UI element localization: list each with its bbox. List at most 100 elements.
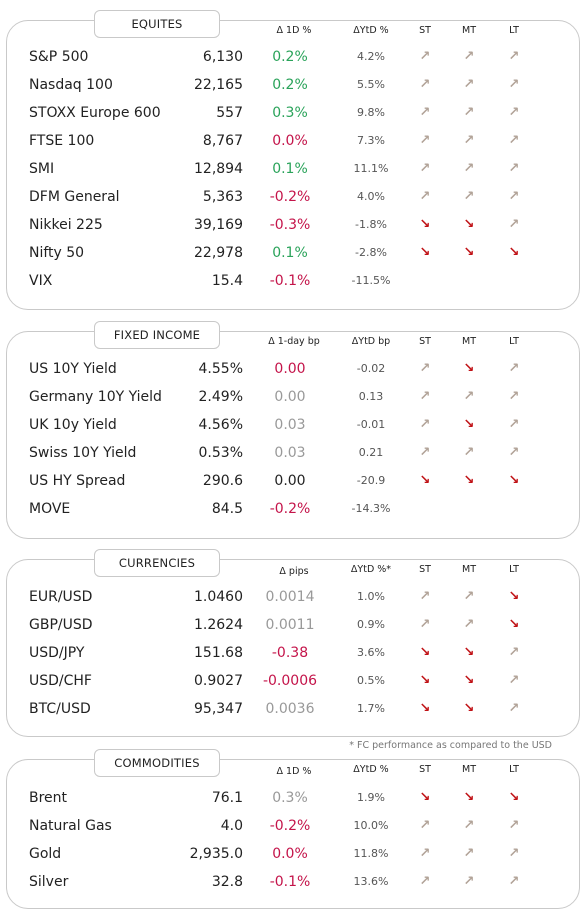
instrument-name: STOXX Europe 600 bbox=[29, 105, 161, 121]
table-row: Nasdaq 100 22,165 0.2% 5.5% ↗ ↗ ↗ bbox=[7, 71, 581, 99]
instrument-name: EUR/USD bbox=[29, 589, 93, 605]
ytd-change: -2.8% bbox=[355, 246, 387, 259]
arrow-up-right-icon: ↗ bbox=[419, 49, 431, 64]
table-row: Silver 32.8 -0.1% 13.6% ↗ ↗ ↗ bbox=[7, 868, 581, 896]
instrument-value: 15.4 bbox=[211, 273, 243, 289]
daily-change: -0.2% bbox=[269, 501, 311, 517]
ytd-change: 5.5% bbox=[357, 78, 385, 91]
arrow-down-right-icon: ↘ bbox=[463, 361, 475, 376]
arrow-up-right-icon: ↗ bbox=[463, 818, 475, 833]
ytd-change: 1.9% bbox=[357, 791, 385, 804]
arrow-down-right-icon: ↘ bbox=[463, 217, 475, 232]
instrument-name: FTSE 100 bbox=[29, 133, 95, 149]
arrow-up-right-icon: ↗ bbox=[508, 189, 520, 204]
daily-change: 0.1% bbox=[272, 245, 308, 261]
daily-change: 0.1% bbox=[272, 161, 308, 177]
instrument-value: 151.68 bbox=[194, 645, 243, 661]
ytd-change: 3.6% bbox=[357, 646, 385, 659]
daily-change: -0.2% bbox=[269, 818, 311, 834]
arrow-up-right-icon: ↗ bbox=[508, 701, 520, 716]
arrow-down-right-icon: ↘ bbox=[419, 217, 431, 232]
arrow-down-right-icon: ↘ bbox=[508, 790, 520, 805]
daily-change: -0.38 bbox=[271, 645, 309, 661]
arrow-down-right-icon: ↘ bbox=[419, 245, 431, 260]
instrument-name: Natural Gas bbox=[29, 818, 112, 834]
lt-header: LT bbox=[509, 764, 519, 775]
arrow-up-right-icon: ↗ bbox=[463, 105, 475, 120]
table-row: US HY Spread 290.6 0.00 -20.9 ↘ ↘ ↘ bbox=[7, 467, 581, 495]
arrow-up-right-icon: ↗ bbox=[463, 133, 475, 148]
arrow-up-right-icon: ↗ bbox=[419, 617, 431, 632]
arrow-up-right-icon: ↗ bbox=[508, 645, 520, 660]
instrument-name: DFM General bbox=[29, 189, 120, 205]
arrow-down-right-icon: ↘ bbox=[463, 245, 475, 260]
daily-change: -0.1% bbox=[269, 273, 311, 289]
arrow-down-right-icon: ↘ bbox=[463, 645, 475, 660]
ytd-change: 4.0% bbox=[357, 190, 385, 203]
arrow-up-right-icon: ↗ bbox=[508, 361, 520, 376]
arrow-up-right-icon: ↗ bbox=[463, 445, 475, 460]
daily-change: 0.3% bbox=[272, 790, 308, 806]
instrument-name: USD/CHF bbox=[29, 673, 92, 689]
arrow-down-right-icon: ↘ bbox=[419, 701, 431, 716]
table-row: Germany 10Y Yield 2.49% 0.00 0.13 ↗ ↗ ↗ bbox=[7, 383, 581, 411]
ytd-change: -1.8% bbox=[355, 218, 387, 231]
instrument-name: Nasdaq 100 bbox=[29, 77, 113, 93]
ytd-change: -0.02 bbox=[356, 362, 386, 375]
mt-header: MT bbox=[462, 25, 476, 36]
arrow-down-right-icon: ↘ bbox=[419, 473, 431, 488]
fixed-income-title: FIXED INCOME bbox=[94, 321, 220, 349]
commodities-title: COMMODITIES bbox=[94, 749, 220, 777]
arrow-down-right-icon: ↘ bbox=[508, 473, 520, 488]
ytd-change: 1.7% bbox=[357, 702, 385, 715]
fixed-income-panel: Δ 1-day bp ΔYtD bp ST MT LT US 10Y Yield… bbox=[6, 331, 580, 539]
arrow-up-right-icon: ↗ bbox=[508, 673, 520, 688]
arrow-up-right-icon: ↗ bbox=[508, 49, 520, 64]
arrow-up-right-icon: ↗ bbox=[463, 389, 475, 404]
arrow-down-right-icon: ↘ bbox=[508, 617, 520, 632]
table-row: USD/JPY 151.68 -0.38 3.6% ↘ ↘ ↗ bbox=[7, 639, 581, 667]
daily-change: 0.3% bbox=[272, 105, 308, 121]
arrow-up-right-icon: ↗ bbox=[463, 617, 475, 632]
instrument-value: 32.8 bbox=[211, 874, 243, 890]
daily-change: 0.03 bbox=[274, 445, 306, 461]
ytd-change: 0.21 bbox=[358, 446, 384, 459]
arrow-up-right-icon: ↗ bbox=[508, 217, 520, 232]
instrument-name: VIX bbox=[29, 273, 53, 289]
daily-change: -0.2% bbox=[269, 189, 311, 205]
ytd-change: 0.5% bbox=[357, 674, 385, 687]
arrow-up-right-icon: ↗ bbox=[463, 874, 475, 889]
daily-change: 0.0% bbox=[272, 846, 308, 862]
instrument-name: US 10Y Yield bbox=[29, 361, 117, 377]
ytd-change: -0.01 bbox=[356, 418, 386, 431]
arrow-down-right-icon: ↘ bbox=[463, 673, 475, 688]
arrow-up-right-icon: ↗ bbox=[508, 161, 520, 176]
instrument-name: Nifty 50 bbox=[29, 245, 85, 261]
arrow-up-right-icon: ↗ bbox=[419, 189, 431, 204]
ytd-change: 11.1% bbox=[353, 162, 389, 175]
instrument-value: 39,169 bbox=[194, 217, 243, 233]
table-row: Nikkei 225 39,169 -0.3% -1.8% ↘ ↘ ↗ bbox=[7, 211, 581, 239]
arrow-down-right-icon: ↘ bbox=[463, 417, 475, 432]
instrument-name: SMI bbox=[29, 161, 55, 177]
table-row: DFM General 5,363 -0.2% 4.0% ↗ ↗ ↗ bbox=[7, 183, 581, 211]
daily-change: 0.00 bbox=[274, 389, 306, 405]
arrow-up-right-icon: ↗ bbox=[419, 589, 431, 604]
daily-change: 0.0% bbox=[272, 133, 308, 149]
table-row: Swiss 10Y Yield 0.53% 0.03 0.21 ↗ ↗ ↗ bbox=[7, 439, 581, 467]
arrow-up-right-icon: ↗ bbox=[419, 417, 431, 432]
mt-header: MT bbox=[462, 764, 476, 775]
table-row: BTC/USD 95,347 0.0036 1.7% ↘ ↘ ↗ bbox=[7, 695, 581, 723]
arrow-up-right-icon: ↗ bbox=[463, 589, 475, 604]
instrument-name: Germany 10Y Yield bbox=[29, 389, 162, 405]
ytd-change: 10.0% bbox=[353, 819, 389, 832]
ytd-change: 9.8% bbox=[357, 106, 385, 119]
arrow-up-right-icon: ↗ bbox=[508, 77, 520, 92]
arrow-up-right-icon: ↗ bbox=[419, 361, 431, 376]
commodities-panel: Δ 1D % ΔYtD % ST MT LT Brent 76.1 0.3% 1.9%… bbox=[6, 759, 580, 909]
mt-header: MT bbox=[462, 336, 476, 347]
ytd-change: -14.3% bbox=[351, 502, 391, 515]
arrow-up-right-icon: ↗ bbox=[419, 874, 431, 889]
table-row: Gold 2,935.0 0.0% 11.8% ↗ ↗ ↗ bbox=[7, 840, 581, 868]
ytd-change: 7.3% bbox=[357, 134, 385, 147]
